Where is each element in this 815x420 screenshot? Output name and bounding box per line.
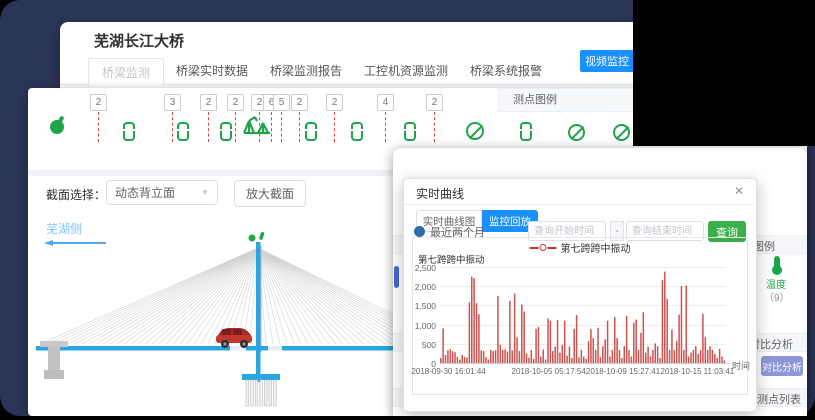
sensor-count-badge: 2 [291, 94, 308, 111]
tab-monitor-playback[interactable]: 监控回放 [482, 210, 538, 232]
circle-legend-icon [568, 124, 585, 141]
y-tick-label: 1,500 [414, 301, 436, 312]
x-tick-label: 2018-10-15 11:03:41 [660, 367, 735, 376]
scrollbar-thumb[interactable] [394, 266, 399, 288]
query-button[interactable]: 查询 [708, 221, 746, 242]
x-tick-label: 2018-10-09 15:27:41 [585, 367, 661, 376]
chart-title: 第七跨跨中振动 [418, 255, 485, 266]
sensor-count-badge: 2 [227, 94, 244, 111]
video-monitor-button[interactable]: 视频监控 [580, 50, 634, 72]
section-dropdown[interactable]: 动态背立面 ▼ [106, 180, 218, 205]
sensor-count-badge: 3 [164, 94, 181, 111]
sensor-count-badge: 2 [90, 94, 107, 111]
compare-section-title: 对比分析 [749, 339, 793, 351]
y-tick-label: 0 [431, 359, 436, 369]
sensor-dash-line [208, 112, 209, 142]
modal-header-divider [404, 204, 754, 205]
y-tick-label: 500 [421, 339, 436, 350]
x-axis-name: 时间 [732, 361, 751, 371]
close-icon[interactable]: ✕ [734, 184, 745, 198]
tabbar-divider [60, 84, 807, 85]
sensor-count-badge: 5 [273, 94, 290, 111]
vibration-chart-plot [440, 267, 730, 364]
x-tick-label: 2018-09-30 16:01:44 [411, 367, 486, 376]
chart-gridline [440, 324, 726, 326]
page-title: 芜湖长江大桥 [94, 33, 185, 50]
section-select-label: 截面选择： [46, 188, 107, 202]
sensor-count-badge: 2 [326, 94, 343, 111]
bridge-side-label: 芜湖侧 [46, 222, 83, 236]
sensor-count-badge: 2 [200, 94, 217, 111]
sensor-dash-line [385, 112, 386, 142]
sensor-dash-line [98, 112, 99, 142]
chart-gridline [440, 267, 726, 268]
tower-foundation [242, 374, 280, 407]
chevron-down-icon: ▼ [201, 188, 209, 197]
temperature-label: 温度 [766, 280, 786, 291]
tab-bridge-monitor[interactable]: 桥梁监测 [88, 58, 164, 87]
modal-title: 实时曲线 [416, 187, 465, 201]
chart-gridline [440, 343, 726, 345]
last-two-months-radio[interactable] [414, 226, 425, 237]
realtime-curve-modal: 实时曲线 ✕ 实时曲线图 监控回放 最近两个月 - 查询 第七跨跨中振动 第七跨… [403, 178, 757, 412]
y-tick-label: 1,000 [414, 320, 436, 331]
compare-analysis-button[interactable]: 对比分析 [761, 356, 803, 376]
sensor-dash-line [281, 112, 282, 142]
chart-gridline [440, 286, 726, 288]
chain-sensor-icon [123, 122, 135, 141]
pendulum-sensor-icon[interactable] [50, 120, 64, 134]
left-arrow-icon [44, 240, 106, 246]
last-two-months-label: 最近两个月 [430, 227, 485, 239]
range-separator: - [610, 221, 624, 241]
dark-overlay-region [633, 0, 815, 146]
gps-sensor-icon[interactable] [248, 234, 256, 242]
tab-monitor-report[interactable]: 桥梁监测报告 [270, 64, 343, 78]
circle-legend-icon [613, 124, 630, 141]
query-start-time-input[interactable] [528, 221, 606, 241]
chart-legend[interactable]: 第七跨跨中振动 [529, 240, 631, 255]
thermometer-icon[interactable] [772, 256, 782, 275]
x-tick-label: 2018-10-05 05:17:54 [511, 367, 586, 376]
query-end-time-input[interactable] [626, 221, 704, 241]
sensor-dash-line [271, 112, 272, 142]
y-tick-label: 2,000 [414, 282, 436, 293]
legend-label: 第七跨跨中振动 [560, 244, 631, 255]
sensor-dash-line [334, 112, 335, 142]
section-dropdown-value: 动态背立面 [115, 186, 176, 200]
sensor-dash-line [235, 112, 236, 142]
car [216, 328, 252, 348]
sensor-count-badge: 2 [426, 94, 443, 111]
enlarge-section-button[interactable]: 放大截面 [234, 180, 306, 207]
legend-marker-line [529, 246, 539, 249]
temperature-count: （9） [764, 293, 790, 304]
x-axis-line [440, 363, 730, 364]
chain-sensor-icon [351, 122, 363, 141]
tab-ipc-resource[interactable]: 工控机资源监测 [364, 64, 449, 78]
bridge-diagram [36, 232, 460, 407]
y-tick-label: 2,500 [414, 263, 436, 273]
chain-sensor-icon [404, 122, 416, 141]
sensor-dash-line [259, 112, 260, 142]
gps-sensor-icon[interactable] [259, 232, 265, 240]
tab-system-alarm[interactable]: 桥梁系统报警 [470, 64, 543, 78]
chain-sensor-icon [177, 122, 189, 141]
vibration-bars [440, 271, 726, 363]
left-pier [40, 341, 68, 379]
sensor-dash-line [299, 112, 300, 142]
disabled-sensor-icon[interactable] [466, 122, 484, 140]
sensor-count-badge: 4 [377, 94, 394, 111]
chain-sensor-icon [305, 122, 317, 141]
chain-sensor-icon [220, 122, 232, 141]
chart-panel [412, 237, 748, 395]
sensor-dash-line [434, 112, 435, 142]
legend-marker-line [547, 246, 557, 249]
chart-gridline [440, 305, 726, 307]
legend-marker-dot [539, 244, 547, 251]
chain-legend-icon [520, 122, 532, 141]
tab-realtime-curve[interactable]: 实时曲线图 [416, 210, 482, 232]
sensor-dash-line [172, 112, 173, 142]
bridge-sensor-icon[interactable] [242, 114, 272, 138]
tab-realtime-data[interactable]: 桥梁实时数据 [176, 64, 249, 78]
